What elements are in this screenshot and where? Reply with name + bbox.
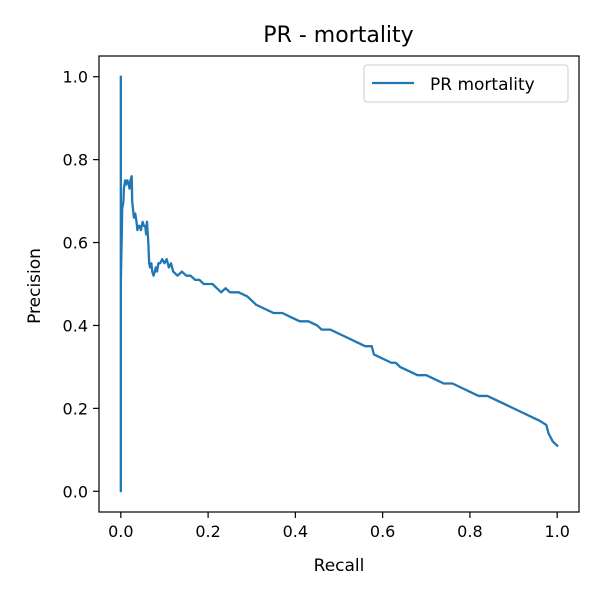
y-tick-label: 0.2 bbox=[63, 399, 88, 418]
y-axis-label: Precision bbox=[25, 248, 45, 324]
y-tick-label: 0.6 bbox=[63, 234, 88, 253]
plot-frame bbox=[98, 55, 580, 513]
x-tick-label: 0.6 bbox=[370, 522, 395, 541]
x-tick-label: 1.0 bbox=[544, 522, 569, 541]
y-tick-label: 0.4 bbox=[63, 316, 88, 335]
legend: PR mortality bbox=[363, 64, 569, 103]
y-tick-label: 1.0 bbox=[63, 68, 88, 87]
y-tick-label: 0.0 bbox=[63, 482, 88, 501]
chart-title: PR - mortality bbox=[263, 23, 413, 48]
x-tick-label: 0.0 bbox=[108, 522, 133, 541]
x-tick-label: 0.4 bbox=[283, 522, 308, 541]
x-tick-label: 0.2 bbox=[195, 522, 220, 541]
legend-label: PR mortality bbox=[430, 75, 535, 95]
legend-box bbox=[363, 64, 569, 103]
pr-mortality-series-line bbox=[119, 75, 559, 493]
y-tick-label: 0.8 bbox=[63, 151, 88, 170]
x-axis: 0.0 0.2 0.4 0.6 0.8 1.0 bbox=[108, 512, 570, 541]
y-axis: 0.0 0.2 0.4 0.6 0.8 1.0 bbox=[63, 68, 99, 501]
x-tick-label: 0.8 bbox=[457, 522, 482, 541]
x-axis-label: Recall bbox=[314, 556, 365, 576]
plot-area bbox=[98, 55, 580, 513]
